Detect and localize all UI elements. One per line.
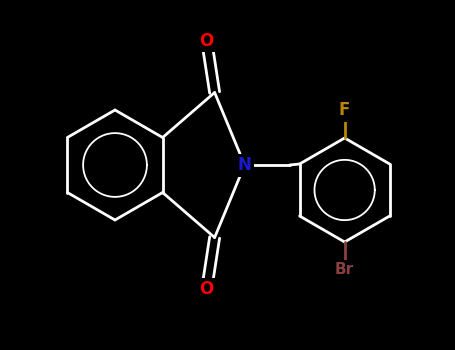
Text: Br: Br	[335, 262, 354, 278]
Text: O: O	[199, 280, 214, 299]
Text: O: O	[199, 32, 214, 49]
Text: N: N	[238, 156, 252, 174]
Text: F: F	[339, 101, 350, 119]
